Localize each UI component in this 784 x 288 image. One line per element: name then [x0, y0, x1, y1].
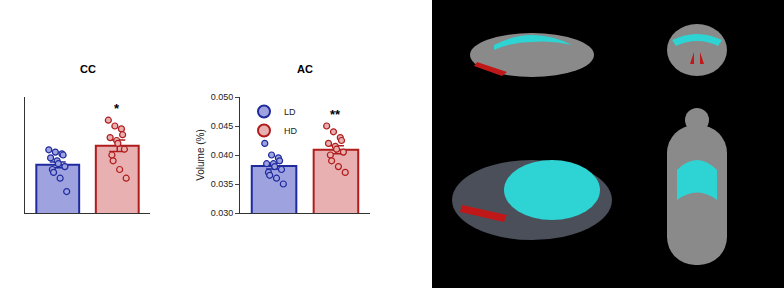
svg-text:Volume (%): Volume (%) — [195, 129, 206, 181]
svg-text:LD: LD — [284, 107, 296, 117]
svg-text:*: * — [114, 101, 120, 116]
svg-text:CC: CC — [80, 63, 96, 75]
svg-text:**: ** — [330, 107, 341, 122]
svg-text:0.040: 0.040 — [211, 150, 234, 160]
svg-text:0.050: 0.050 — [211, 92, 234, 102]
svg-text:0.045: 0.045 — [211, 121, 234, 131]
svg-text:0.030: 0.030 — [211, 208, 234, 218]
svg-text:HD: HD — [284, 126, 297, 136]
svg-text:0.035: 0.035 — [211, 179, 234, 189]
svg-text:AC: AC — [297, 63, 313, 75]
